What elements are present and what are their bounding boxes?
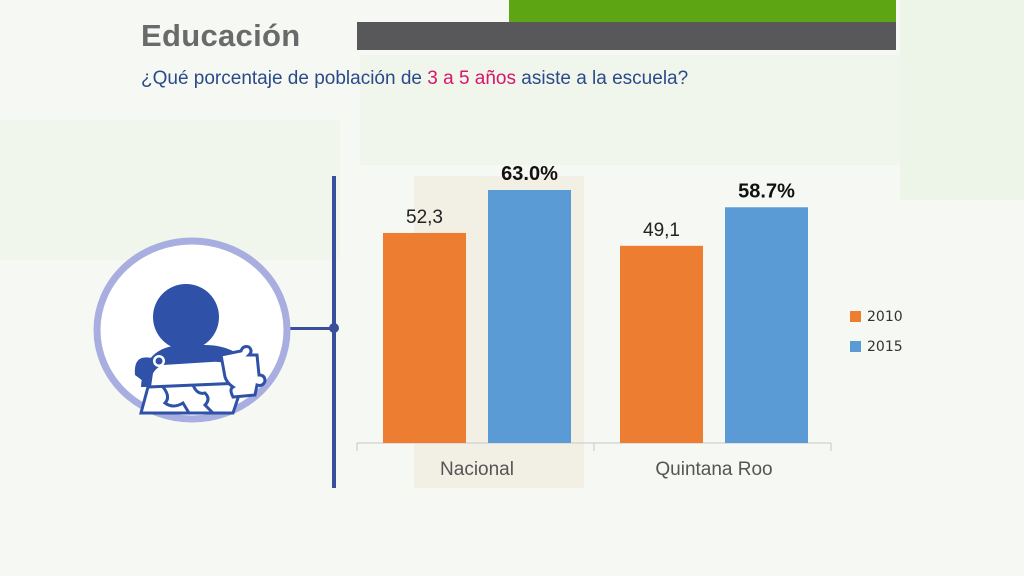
background-tile [360,55,900,165]
data-label: 63.0% [501,163,558,185]
header-accent-green-bar [509,0,896,22]
subtitle-text-end: asiste a la escuela? [516,68,689,89]
legend-swatch-2010 [850,311,861,322]
legend-label: 2015 [867,339,903,355]
x-tick-label: Quintana Roo [655,459,772,480]
bar-2015-0 [488,190,571,443]
bar-2010-0 [383,232,466,443]
data-label: 58.7% [738,180,795,202]
data-label: 52,3 [406,207,443,228]
background-tile [900,0,1024,200]
connector-dot [329,323,339,333]
subtitle-highlight: 3 a 5 años [427,68,517,89]
page-subtitle: ¿Qué porcentaje de población de 3 a 5 añ… [141,68,688,90]
connector-line [284,327,336,330]
subtitle-text-start: ¿Qué porcentaje de población de [141,68,428,89]
child-puzzle-icon [93,237,291,423]
header-accent-gray-bar [357,22,896,50]
legend-swatch-2015 [850,341,861,352]
data-label: 49,1 [643,220,680,241]
bar-2015-1 [725,207,808,443]
legend-label: 2010 [867,309,903,325]
background-tile [0,120,340,260]
x-tick-label: Nacional [440,459,514,480]
page-title: Educación [141,18,301,53]
bar-2010-1 [620,245,703,443]
